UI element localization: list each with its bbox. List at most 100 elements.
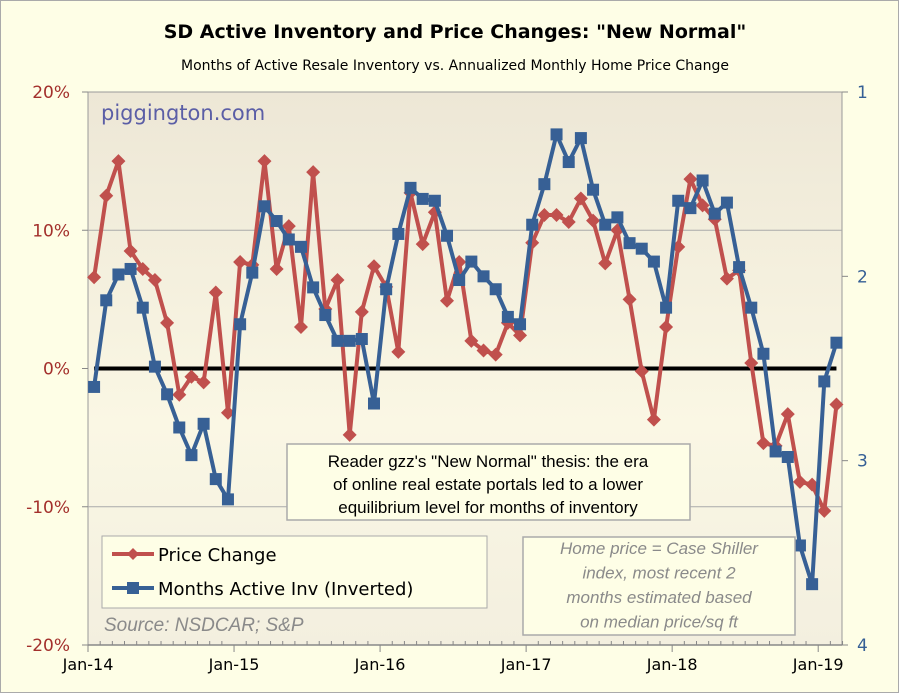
data-point-diamond: [208, 285, 223, 300]
data-point-diamond: [281, 219, 296, 234]
data-point-diamond: [573, 191, 588, 206]
data-point-square: [148, 360, 161, 373]
data-point-square: [818, 375, 831, 388]
method-note-line: index, most recent 2: [582, 564, 736, 583]
data-point-diamond: [123, 243, 138, 258]
data-point-square: [270, 215, 283, 228]
data-point-diamond: [537, 208, 552, 223]
data-point-square: [538, 178, 551, 191]
thesis-line: Reader gzz's "New Normal" thesis: the er…: [328, 452, 649, 471]
right-tick-label: 2: [857, 267, 868, 287]
data-point-diamond: [586, 213, 601, 228]
data-point-diamond: [756, 436, 771, 451]
data-point-square: [477, 270, 490, 283]
method-note-box: [522, 536, 796, 636]
data-point-square: [136, 301, 149, 314]
data-point-diamond: [659, 320, 674, 335]
data-point-diamond: [598, 256, 613, 271]
data-point-diamond: [695, 198, 710, 213]
data-point-square: [526, 218, 539, 231]
right-tick-label: 3: [857, 452, 868, 472]
data-point-square: [246, 266, 259, 279]
data-point-square: [185, 449, 198, 462]
data-point-diamond: [160, 315, 175, 330]
legend: Price Change Months Active Inv (Inverted): [101, 535, 488, 609]
data-point-diamond: [549, 208, 564, 223]
right-tick-label: 1: [857, 83, 868, 103]
data-point-square: [550, 128, 563, 141]
data-point-square: [660, 301, 673, 314]
data-point-diamond: [293, 320, 308, 335]
data-point-square: [221, 493, 234, 506]
data-point-square: [587, 183, 600, 196]
legend-label: Price Change: [158, 545, 277, 566]
data-point-diamond: [719, 271, 734, 286]
data-point-square: [367, 397, 380, 410]
legend-square-marker: [127, 582, 139, 594]
legend-diamond-marker: [127, 548, 139, 560]
x-tick-label: Jan-17: [500, 655, 552, 674]
left-tick-label: -10%: [26, 498, 70, 518]
data-point-square: [234, 318, 247, 331]
data-point-square: [465, 255, 478, 268]
x-tick-label: Jan-19: [792, 655, 844, 674]
data-point-square: [574, 132, 587, 145]
data-point-diamond: [269, 261, 284, 276]
data-point-square: [733, 261, 746, 274]
data-point-diamond: [780, 407, 795, 422]
data-point-square: [793, 539, 806, 552]
thesis-line: equilibrium level for months of inventor…: [338, 498, 638, 517]
data-point-square: [611, 211, 624, 224]
data-point-diamond: [646, 412, 661, 427]
x-tick-label: Jan-18: [646, 655, 698, 674]
data-point-square: [112, 268, 125, 281]
data-point-square: [343, 334, 356, 347]
data-point-diamond: [805, 477, 820, 492]
data-point-square: [745, 301, 758, 314]
data-point-square: [647, 255, 660, 268]
data-point-square: [319, 309, 332, 322]
data-point-diamond: [135, 261, 150, 276]
data-point-square: [258, 200, 271, 213]
data-point-square: [161, 388, 174, 401]
data-point-square: [501, 310, 514, 323]
data-point-diamond: [634, 364, 649, 379]
data-point-square: [404, 181, 417, 194]
data-point-diamond: [220, 405, 235, 420]
chart-title: SD Active Inventory and Price Changes: "…: [164, 21, 747, 43]
left-tick-label: 10%: [32, 221, 70, 241]
data-point-square: [781, 450, 794, 463]
data-point-square: [684, 202, 697, 215]
data-point-square: [380, 283, 393, 296]
data-point-square: [416, 192, 429, 205]
data-point-square: [428, 194, 441, 207]
data-point-square: [562, 156, 575, 169]
data-point-diamond: [440, 293, 455, 308]
method-note-line: on median price/sq ft: [580, 613, 739, 632]
legend-box: [101, 535, 488, 609]
data-point-square: [806, 578, 819, 591]
data-point-square: [331, 334, 344, 347]
data-point-square: [392, 227, 405, 240]
data-point-square: [672, 194, 685, 207]
data-point-diamond: [257, 154, 272, 169]
right-tick-label: 4: [857, 636, 868, 656]
data-point-square: [599, 218, 612, 231]
data-point-diamond: [683, 172, 698, 187]
data-point-diamond: [744, 355, 759, 370]
data-point-diamond: [172, 387, 187, 402]
data-point-square: [307, 281, 320, 294]
data-point-diamond: [415, 237, 430, 252]
data-point-diamond: [817, 503, 832, 518]
data-point-square: [757, 347, 770, 360]
data-point-square: [696, 174, 709, 187]
data-point-square: [514, 318, 527, 331]
thesis-line: of online real estate portals led to a l…: [333, 475, 643, 494]
data-point-square: [635, 242, 648, 255]
data-point-diamond: [622, 292, 637, 307]
data-point-square: [489, 283, 502, 296]
data-point-diamond: [488, 347, 503, 362]
x-tick-label: Jan-15: [208, 655, 260, 674]
data-point-diamond: [561, 214, 576, 229]
